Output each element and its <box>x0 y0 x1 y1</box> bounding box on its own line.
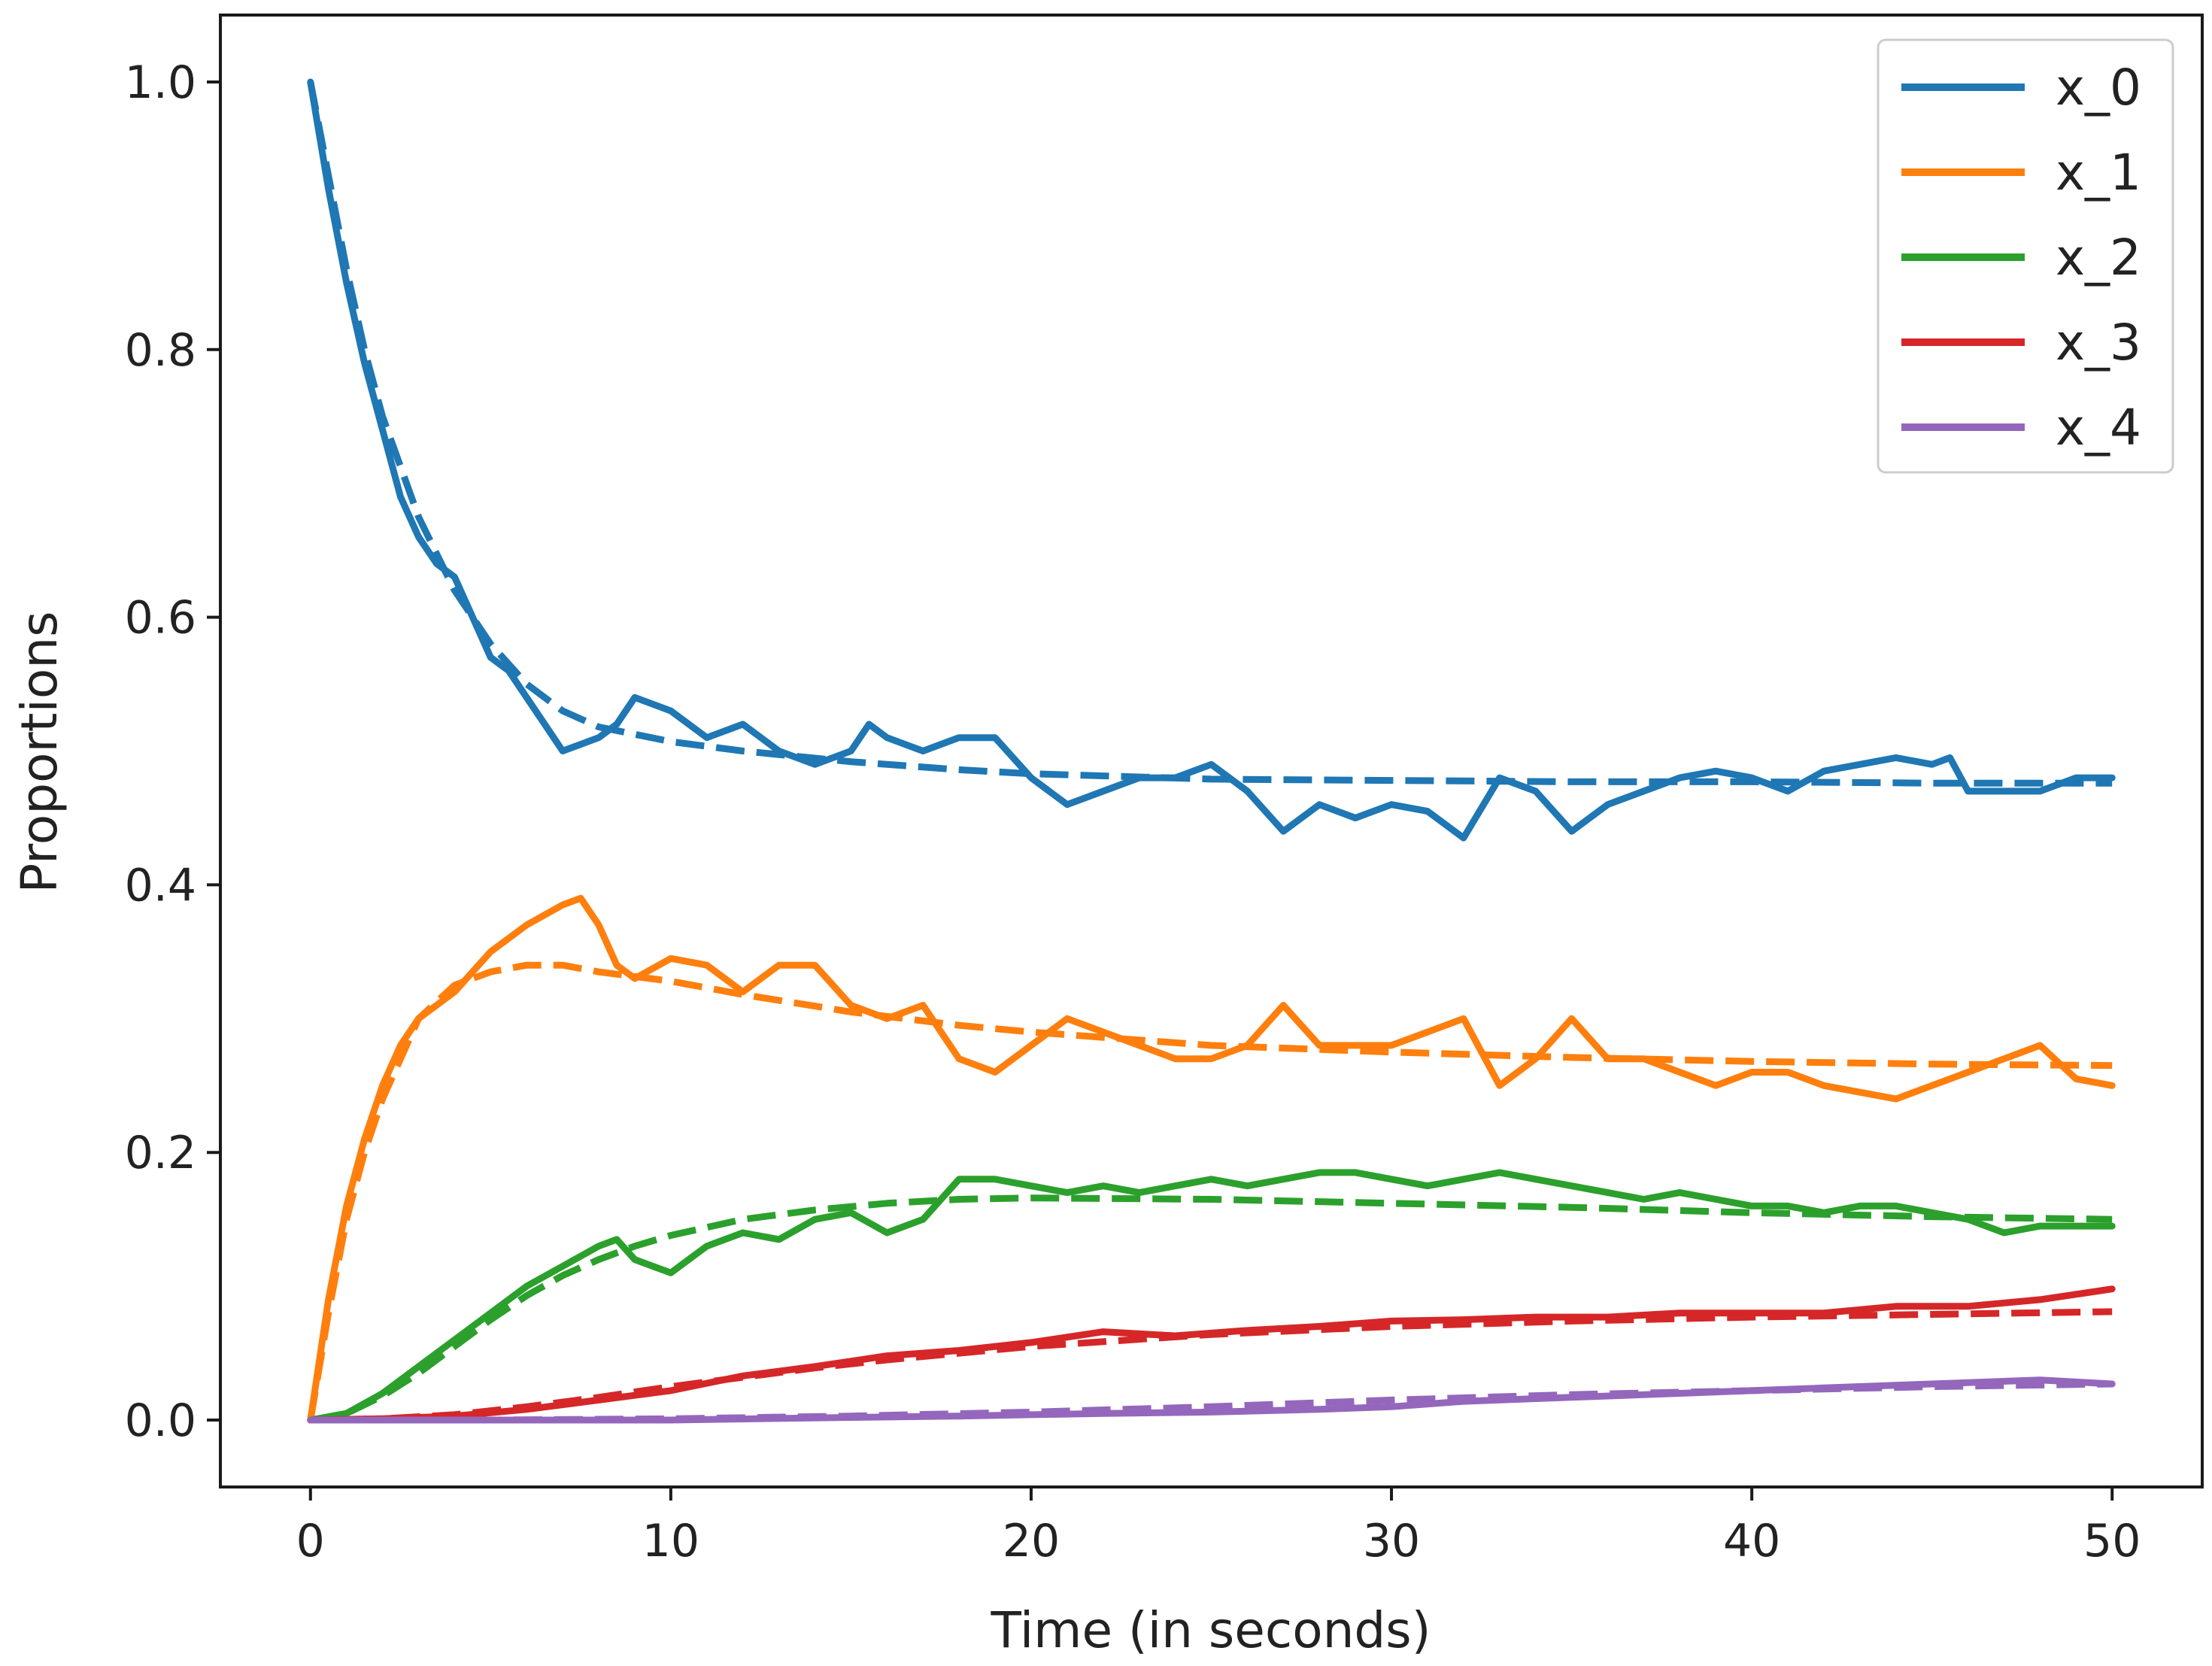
legend-label-x_0: x_0 <box>2056 59 2141 117</box>
x-tick-label: 20 <box>1003 1515 1060 1567</box>
y-tick-label: 0.2 <box>125 1127 196 1179</box>
x-tick-label: 40 <box>1723 1515 1780 1567</box>
legend-label-x_1: x_1 <box>2056 144 2141 202</box>
y-tick-label: 0.0 <box>125 1394 196 1447</box>
series-line-x_2 <box>307 1169 2116 1424</box>
series-layer <box>307 78 2116 1424</box>
y-tick-label: 0.6 <box>125 592 196 645</box>
series-line-x_4 <box>307 1376 2116 1424</box>
y-tick-label: 0.4 <box>125 859 196 912</box>
y-tick-label: 1.0 <box>125 56 196 109</box>
plot-frame <box>219 14 2204 1488</box>
x-axis: 0 10 20 30 40 50 <box>296 1487 2141 1567</box>
series-line-x_1 <box>307 894 2116 1424</box>
x-tick-label: 50 <box>2083 1515 2141 1567</box>
legend-label-x_3: x_3 <box>2056 314 2141 372</box>
series-fit-line-5 <box>307 81 2113 787</box>
series-fit-line-8 <box>310 1308 2113 1424</box>
legend-box <box>1877 38 2174 474</box>
x-axis-label: Time (in seconds) <box>991 1601 1431 1659</box>
legend-label-x_4: x_4 <box>2056 399 2141 457</box>
legend-items: x_0 x_1 x_2 x_3 x_4 <box>1901 59 2141 457</box>
y-axis-label: Proportions <box>11 611 68 894</box>
legend: x_0 x_1 x_2 x_3 x_4 <box>1877 38 2174 474</box>
series-line-x_0 <box>307 78 2116 842</box>
series-line-x_3 <box>307 1285 2116 1424</box>
series-fit-line-7 <box>309 1194 2113 1424</box>
x-tick-label: 0 <box>296 1515 325 1567</box>
series-fit-line-6 <box>307 961 2113 1421</box>
y-tick-label: 0.8 <box>125 324 196 377</box>
x-tick-label: 10 <box>642 1515 699 1567</box>
legend-label-x_2: x_2 <box>2056 229 2141 287</box>
y-axis: 0.0 0.2 0.4 0.6 0.8 1.0 <box>125 56 220 1447</box>
x-tick-label: 30 <box>1363 1515 1420 1567</box>
